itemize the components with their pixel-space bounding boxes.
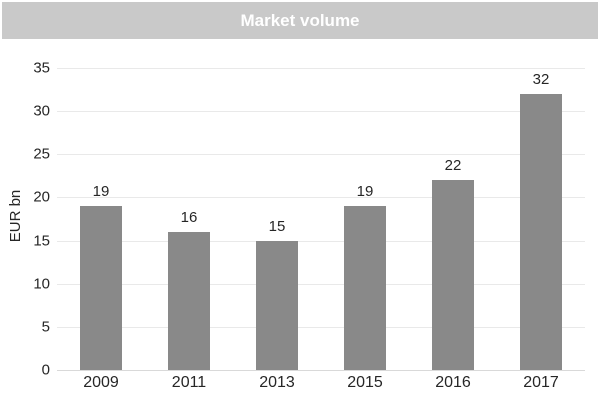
y-axis-tick-labels: 0 5 10 15 20 25 30 35 — [0, 60, 50, 379]
bar — [168, 231, 210, 370]
y-tick-label: 30 — [33, 102, 50, 120]
plot-area: 19 16 15 19 22 32 — [57, 68, 585, 371]
y-tick-label: 20 — [33, 188, 50, 206]
bar-series: 19 16 15 19 22 32 — [57, 68, 585, 370]
gridline — [57, 326, 585, 328]
bar — [80, 206, 122, 370]
x-axis-line — [57, 370, 585, 371]
gridline — [57, 154, 585, 156]
bar — [432, 180, 474, 370]
bar-value-label: 19 — [356, 183, 374, 201]
y-tick-label: 35 — [33, 59, 50, 77]
y-tick-label: 5 — [41, 318, 50, 336]
bar-cell: 32 — [497, 68, 585, 370]
x-tick-label: 2009 — [83, 374, 119, 391]
gridline — [57, 283, 585, 285]
chart-title: Market volume — [240, 10, 360, 30]
x-tick-label: 2011 — [171, 374, 207, 391]
bar-value-label: 22 — [444, 157, 462, 175]
bar-cell: 19 — [57, 68, 145, 370]
bar-cell: 19 — [321, 68, 409, 370]
bar — [344, 206, 386, 370]
bar-value-label: 15 — [268, 217, 286, 235]
bar-value-label: 32 — [532, 70, 550, 88]
gridline — [57, 111, 585, 113]
bar-value-label: 16 — [180, 208, 198, 226]
x-axis-tick-labels: 2009 2011 2013 2015 2016 2017 — [57, 374, 585, 392]
y-tick-label: 0 — [41, 361, 50, 379]
bar-cell: 15 — [233, 68, 321, 370]
y-tick-label: 25 — [33, 145, 50, 163]
bar — [520, 93, 562, 370]
bar-value-label: 19 — [92, 183, 110, 201]
gridline — [57, 240, 585, 242]
bar-cell: 16 — [145, 68, 233, 370]
x-tick-label: 2016 — [435, 374, 471, 391]
bar-cell: 22 — [409, 68, 497, 370]
y-tick-label: 10 — [33, 275, 50, 293]
chart-title-bar: Market volume — [2, 2, 598, 39]
x-tick-label: 2015 — [347, 374, 383, 391]
gridline — [57, 197, 585, 199]
x-tick-label: 2013 — [259, 374, 295, 391]
x-tick-label: 2017 — [523, 374, 559, 391]
gridline — [57, 68, 585, 69]
y-tick-label: 15 — [33, 232, 50, 250]
bar — [256, 240, 298, 370]
